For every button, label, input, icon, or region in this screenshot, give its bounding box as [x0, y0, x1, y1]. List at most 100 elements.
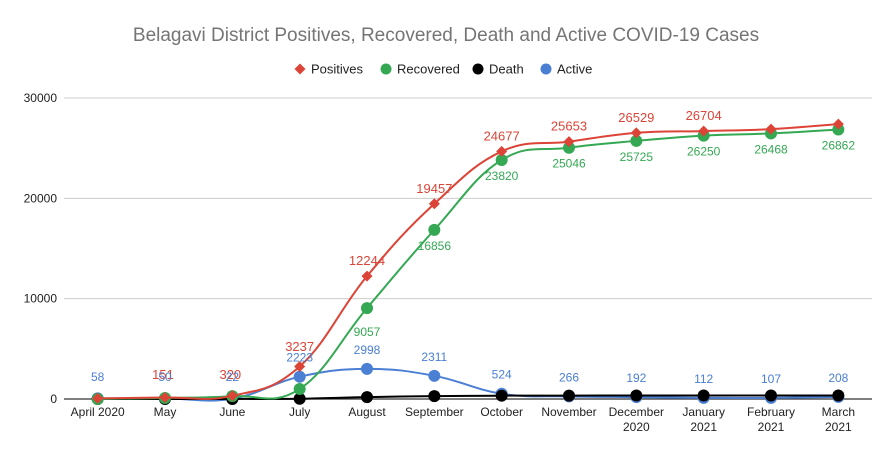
- x-tick-line: 2020: [623, 420, 650, 434]
- data-label: 2998: [354, 343, 381, 357]
- data-label: 26862: [822, 138, 856, 152]
- x-tick-label: November: [541, 405, 596, 419]
- legend-marker: [472, 63, 484, 75]
- data-label: 26529: [618, 110, 654, 125]
- data-point: [294, 361, 306, 373]
- data-point: [765, 123, 777, 135]
- data-point: [630, 127, 642, 139]
- data-point: [293, 382, 306, 395]
- data-label: 266: [559, 370, 579, 384]
- data-point: [495, 154, 508, 167]
- legend-item-active: Active: [540, 62, 592, 77]
- x-tick-line: June: [219, 405, 245, 419]
- data-label: 3237: [285, 339, 314, 354]
- x-tick-line: 2021: [825, 420, 852, 434]
- data-label: 25046: [552, 157, 586, 171]
- legend-label: Recovered: [397, 62, 460, 77]
- legend-item-positives: Positives: [294, 62, 364, 77]
- x-tick-label: August: [348, 405, 386, 419]
- data-label: 26468: [754, 142, 788, 156]
- data-point: [697, 389, 710, 402]
- x-tick-label: September: [405, 405, 464, 419]
- legend-item-death: Death: [472, 62, 524, 77]
- x-tick-line: August: [348, 405, 386, 419]
- data-point: [428, 198, 440, 210]
- data-label: 16856: [418, 239, 452, 253]
- data-point: [495, 389, 508, 402]
- data-label: 58: [91, 370, 105, 384]
- data-point: [293, 392, 306, 405]
- data-labels: 151 320 3237 12244 19457 24677 25653 26529 26704…: [91, 108, 855, 386]
- data-point: [361, 270, 373, 282]
- data-label: 23820: [485, 169, 519, 183]
- data-point: [293, 370, 306, 383]
- data-label: 25653: [551, 119, 587, 134]
- data-label: 2311: [421, 350, 447, 364]
- x-tick-line: May: [154, 405, 177, 419]
- data-point: [159, 391, 171, 403]
- series-positives: [92, 118, 844, 404]
- grid: [64, 97, 872, 400]
- x-tick-label: March 2021: [822, 405, 855, 434]
- data-label: 26704: [686, 108, 722, 123]
- x-tick-label: May: [154, 405, 177, 419]
- data-point: [496, 145, 508, 157]
- data-label: 26250: [687, 145, 721, 159]
- chart-title: Belagavi District Positives, Recovered, …: [133, 25, 759, 46]
- legend-label: Positives: [311, 62, 364, 77]
- data-point: [698, 125, 710, 137]
- data-label: 320: [219, 367, 241, 382]
- x-tick-label: October: [480, 405, 523, 419]
- x-tick-line: February: [747, 405, 795, 419]
- x-tick-label: July: [289, 405, 310, 419]
- x-tick-line: July: [289, 405, 310, 419]
- data-label: 19457: [416, 181, 452, 196]
- x-tick-line: October: [480, 405, 523, 419]
- data-point: [563, 141, 575, 154]
- x-tick-line: December: [609, 405, 664, 419]
- data-label: 22: [226, 370, 240, 384]
- data-point: [563, 136, 575, 148]
- x-tick-label: January 2021: [682, 405, 725, 434]
- data-point: [765, 389, 777, 402]
- y-tick-label: 20000: [24, 191, 58, 205]
- data-point: [361, 302, 373, 315]
- data-label: 524: [492, 368, 512, 382]
- data-label: 24677: [484, 128, 520, 143]
- y-tick-label: 30000: [24, 91, 58, 105]
- legend-item-recovered: Recovered: [380, 62, 460, 77]
- axes: 0 10000 20000 30000 April 2020 May June July Aug…: [24, 91, 855, 434]
- x-tick-line: September: [405, 405, 464, 419]
- x-tick-line: November: [541, 405, 596, 419]
- data-label: 112: [694, 372, 713, 386]
- x-tick-line: April 2020: [71, 405, 125, 419]
- data-label: 9057: [354, 325, 381, 339]
- data-label: 12244: [349, 253, 385, 268]
- data-label: 50: [158, 370, 172, 384]
- data-point: [92, 392, 104, 404]
- data-label: 25725: [620, 150, 654, 164]
- series-recovered: [91, 123, 845, 405]
- series-line: [97, 394, 839, 401]
- data-label: 107: [761, 372, 781, 386]
- legend-label: Death: [489, 62, 524, 77]
- data-point: [832, 389, 845, 402]
- x-tick-label: February 2021: [747, 405, 795, 434]
- legend-label: Active: [557, 62, 592, 77]
- x-tick-line: March: [822, 405, 855, 419]
- data-point: [630, 134, 643, 147]
- data-point: [226, 390, 238, 402]
- data-point: [428, 369, 441, 382]
- x-tick-line: 2021: [690, 420, 717, 434]
- data-point: [630, 389, 643, 402]
- data-point: [361, 362, 373, 375]
- legend-marker: [294, 63, 306, 75]
- y-tick-label: 0: [50, 392, 57, 406]
- x-tick-line: 2021: [758, 420, 785, 434]
- data-point: [832, 118, 844, 130]
- x-tick-label: June: [219, 405, 245, 419]
- legend-marker: [540, 63, 552, 75]
- x-tick-label: April 2020: [71, 405, 125, 419]
